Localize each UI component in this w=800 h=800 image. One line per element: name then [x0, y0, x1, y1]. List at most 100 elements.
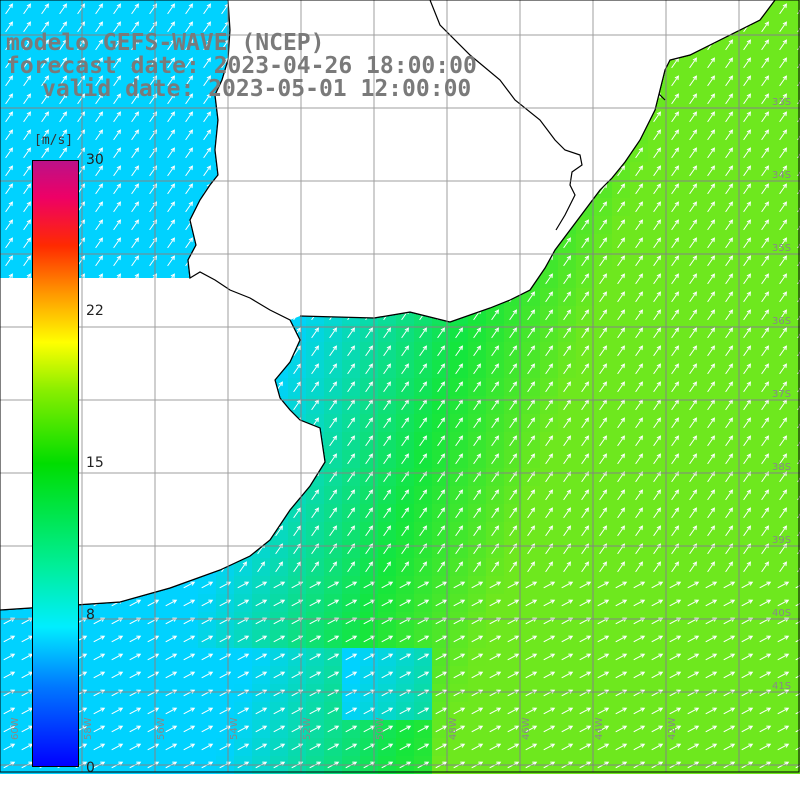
wind-cell — [792, 180, 800, 198]
wind-arrow — [635, 291, 643, 303]
wind-arrow — [635, 345, 643, 357]
wind-arrow — [779, 237, 787, 249]
wind-arrow — [491, 489, 499, 501]
wind-arrow — [183, 671, 196, 679]
wind-arrow — [599, 291, 607, 303]
wind-arrow — [185, 57, 193, 69]
graticule-over-land — [0, 0, 800, 772]
wind-arrow — [129, 599, 142, 607]
wind-arrow — [687, 671, 700, 679]
wind-arrow — [95, 129, 103, 141]
wind-arrow — [329, 363, 337, 375]
wind-arrow — [309, 635, 322, 643]
wind-arrow — [525, 743, 538, 751]
colorbar — [32, 160, 79, 767]
wind-arrow — [545, 363, 553, 375]
wind-arrow — [327, 653, 340, 661]
wind-arrow — [237, 743, 250, 751]
wind-arrow — [635, 489, 643, 501]
wind-cell — [792, 144, 800, 162]
wind-arrow — [635, 273, 643, 285]
wind-arrow — [347, 525, 355, 537]
wind-arrow — [23, 111, 31, 123]
wind-arrow — [201, 743, 214, 751]
wind-arrow — [599, 363, 607, 375]
wind-arrow — [23, 237, 31, 249]
wind-arrow — [113, 219, 121, 231]
wind-arrow — [41, 75, 49, 87]
wind-cell — [792, 522, 800, 540]
wind-arrow — [561, 743, 574, 751]
wind-arrow — [743, 525, 751, 537]
wind-arrow — [255, 599, 268, 607]
wind-arrow — [167, 111, 175, 123]
wind-arrow — [599, 525, 607, 537]
latitude-label: 41S — [772, 681, 792, 692]
wind-arrow — [599, 309, 607, 321]
wind-arrow — [131, 201, 139, 213]
wind-arrow — [707, 75, 715, 87]
wind-arrow — [507, 581, 520, 589]
wind-arrow — [597, 725, 610, 733]
wind-arrow — [527, 345, 535, 357]
wind-arrow — [579, 581, 592, 589]
wind-arrow — [653, 381, 661, 393]
wind-arrow — [543, 671, 556, 679]
wind-arrow — [707, 489, 715, 501]
wind-arrow — [599, 255, 607, 267]
wind-arrow — [329, 561, 337, 573]
wind-arrow — [779, 435, 787, 447]
wind-arrow — [687, 599, 700, 607]
wind-arrow — [417, 725, 430, 733]
wind-arrow — [671, 453, 679, 465]
wind-arrow — [383, 345, 391, 357]
wind-arrow — [689, 417, 697, 429]
wind-arrow — [597, 581, 610, 589]
wind-arrow — [651, 671, 664, 679]
wind-arrow — [653, 165, 661, 177]
wind-arrow — [417, 743, 430, 751]
wind-arrow — [111, 707, 124, 715]
wind-arrow — [5, 147, 13, 159]
wind-arrow — [435, 671, 448, 679]
wind-cell — [792, 612, 800, 630]
wind-arrow — [527, 309, 535, 321]
wind-arrow — [167, 93, 175, 105]
wind-arrow — [111, 635, 124, 643]
wind-arrow — [327, 707, 340, 715]
wind-arrow — [725, 129, 733, 141]
wind-arrow — [185, 93, 193, 105]
wind-arrow — [671, 417, 679, 429]
wind-arrow — [113, 183, 121, 195]
wind-arrow — [761, 201, 769, 213]
wind-arrow — [743, 489, 751, 501]
wind-arrow — [563, 417, 571, 429]
wind-arrow — [491, 435, 499, 447]
valid-date: valid date: 2023-05-01 12:00:00 — [42, 76, 472, 102]
wind-arrow — [41, 111, 49, 123]
wind-arrow — [23, 21, 31, 33]
wind-arrow — [201, 581, 214, 589]
wind-arrow — [795, 674, 800, 679]
wind-cell — [792, 468, 800, 486]
wind-arrow — [129, 653, 142, 661]
wind-arrow — [95, 75, 103, 87]
wind-arrow — [365, 489, 373, 501]
wind-arrow — [651, 653, 664, 661]
wind-arrow — [365, 417, 373, 429]
wind-arrow — [597, 671, 610, 679]
wind-arrow — [327, 671, 340, 679]
wind-arrow — [383, 489, 391, 501]
wind-arrow — [777, 671, 790, 679]
wind-arrow — [743, 75, 751, 87]
wind-arrow — [473, 363, 481, 375]
wind-arrow — [509, 363, 517, 375]
wind-arrow — [111, 671, 124, 679]
wind-arrow — [131, 255, 139, 267]
wind-arrow — [5, 93, 13, 105]
wind-arrow — [167, 147, 175, 159]
wind-arrow — [689, 309, 697, 321]
wind-arrow — [599, 561, 607, 573]
wind-arrow — [707, 93, 715, 105]
latitude-label: 33S — [772, 97, 792, 108]
